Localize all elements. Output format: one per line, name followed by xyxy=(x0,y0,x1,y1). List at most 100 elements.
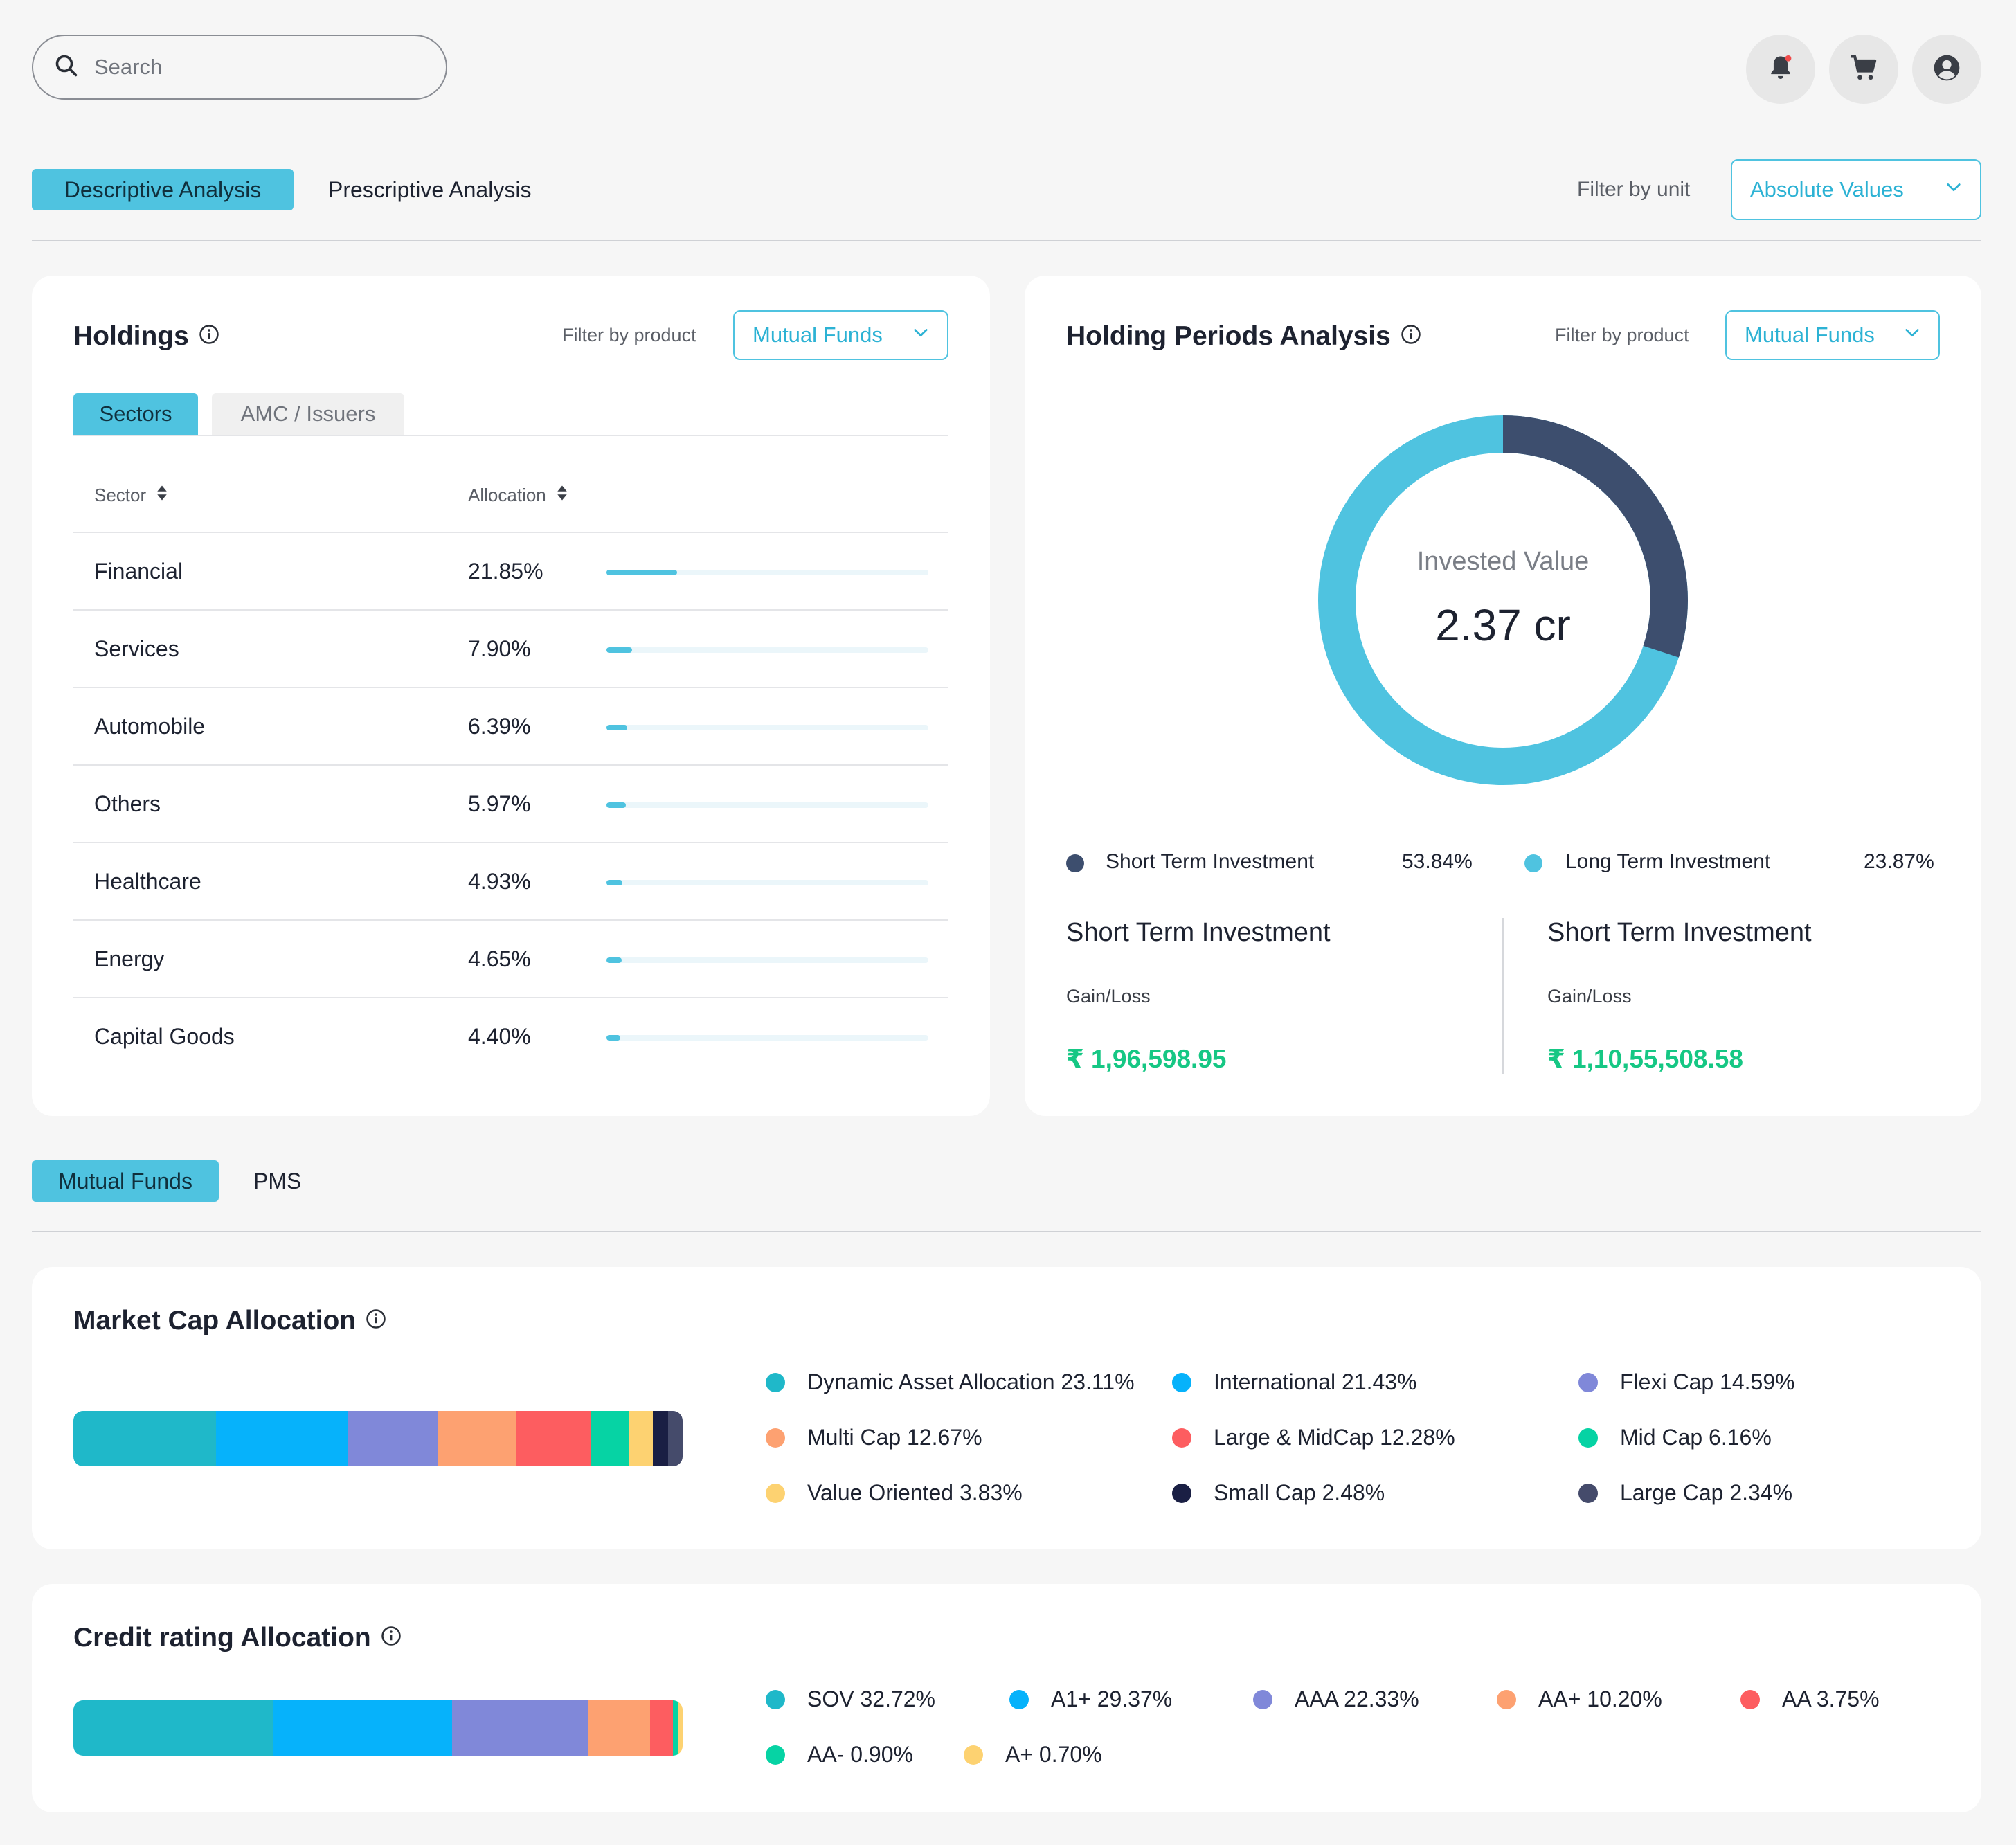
search-placeholder: Search xyxy=(94,55,163,79)
sector-column-header[interactable]: Sector xyxy=(94,478,168,512)
panel-right-gain-value: ₹ 1,10,55,508.58 xyxy=(1547,1045,1743,1073)
legend-dot xyxy=(964,1745,983,1765)
credit-rating-bar-segment xyxy=(273,1700,452,1756)
holding-periods-title-text: Holding Periods Analysis xyxy=(1066,321,1391,351)
allocation-bar-fill xyxy=(606,725,627,730)
tab-prescriptive-analysis[interactable]: Prescriptive Analysis xyxy=(328,177,532,202)
info-icon[interactable] xyxy=(189,321,219,352)
sector-name: Others xyxy=(94,791,161,816)
legend-label: A+ 0.70% xyxy=(1005,1742,1102,1767)
sort-icon xyxy=(546,485,568,506)
panel-left-title: Short Term Investment xyxy=(1066,918,1331,947)
holdings-tabs-divider xyxy=(73,435,948,436)
profile-button[interactable] xyxy=(1912,35,1981,104)
legend-label: Small Cap 2.48% xyxy=(1214,1480,1385,1505)
sector-allocation: 7.90% xyxy=(468,636,531,661)
user-account-icon xyxy=(1932,53,1962,87)
credit-rating-bar-segment xyxy=(672,1700,678,1756)
market-cap-legend-item: Mid Cap 6.16% xyxy=(1578,1425,1772,1450)
tab-descriptive-analysis[interactable]: Descriptive Analysis xyxy=(32,169,294,210)
holding-periods-product-select[interactable]: Mutual Funds xyxy=(1725,310,1940,360)
info-icon[interactable] xyxy=(1391,321,1421,352)
holdings-product-select[interactable]: Mutual Funds xyxy=(733,310,948,360)
sector-name: Automobile xyxy=(94,713,206,739)
holdings-title-text: Holdings xyxy=(73,321,189,351)
allocation-bar-track xyxy=(606,802,928,808)
sector-name: Services xyxy=(94,636,179,661)
legend-label: Large Cap 2.34% xyxy=(1620,1480,1793,1505)
allocation-bar-track xyxy=(606,647,928,653)
bell-icon xyxy=(1765,53,1796,87)
donut-center-label: Invested Value xyxy=(1416,547,1590,576)
holding-periods-title: Holding Periods Analysis xyxy=(1066,317,1421,356)
allocation-column-header[interactable]: Allocation xyxy=(468,478,568,512)
table-row[interactable]: Financial 21.85% xyxy=(73,532,948,609)
market-cap-legend-item: Multi Cap 12.67% xyxy=(766,1425,982,1450)
market-cap-card xyxy=(32,1267,1981,1549)
allocation-bar-fill xyxy=(606,570,677,575)
tab-sectors[interactable]: Sectors xyxy=(73,393,198,435)
legend-dot xyxy=(766,1745,785,1765)
sector-allocation: 4.65% xyxy=(468,946,531,971)
table-row[interactable]: Automobile 6.39% xyxy=(73,687,948,764)
table-row[interactable]: Healthcare 4.93% xyxy=(73,842,948,919)
credit-rating-legend-item: A+ 0.70% xyxy=(964,1742,1102,1767)
legend-label: Mid Cap 6.16% xyxy=(1620,1425,1772,1450)
tab-amc-issuers[interactable]: AMC / Issuers xyxy=(212,393,404,435)
legend-label: AA+ 10.20% xyxy=(1538,1686,1662,1711)
donut-segment-short-term xyxy=(1318,415,1688,785)
legend-dot xyxy=(766,1689,785,1709)
info-icon[interactable] xyxy=(356,1306,386,1336)
allocation-bar-track xyxy=(606,1035,928,1041)
sector-allocation: 21.85% xyxy=(468,558,543,584)
unit-filter-select[interactable]: Absolute Values xyxy=(1731,159,1981,220)
table-row[interactable]: Capital Goods 4.40% xyxy=(73,997,948,1074)
search-input[interactable]: Search xyxy=(32,35,447,100)
market-cap-bar-segment xyxy=(215,1411,348,1466)
unit-filter-value: Absolute Values xyxy=(1750,177,1904,201)
sector-allocation: 4.93% xyxy=(468,868,531,894)
credit-rating-title: Credit rating Allocation xyxy=(73,1619,402,1657)
table-row[interactable]: Energy 4.65% xyxy=(73,919,948,997)
legend-label: Dynamic Asset Allocation 23.11% xyxy=(807,1369,1135,1394)
sector-name: Financial xyxy=(94,558,183,584)
legend-label: AAA 22.33% xyxy=(1295,1686,1419,1711)
allocation-bar-fill xyxy=(606,802,626,808)
market-cap-bar-segment xyxy=(668,1411,683,1466)
legend-label: AA 3.75% xyxy=(1782,1686,1880,1711)
sector-allocation: 5.97% xyxy=(468,791,531,816)
market-cap-bar-segment xyxy=(629,1411,654,1466)
holdings-title: Holdings xyxy=(73,317,219,356)
legend-dot xyxy=(1740,1689,1760,1709)
panel-divider xyxy=(1502,918,1504,1074)
table-row[interactable]: Others 5.97% xyxy=(73,764,948,842)
notifications-button[interactable] xyxy=(1746,35,1815,104)
market-cap-legend-item: International 21.43% xyxy=(1172,1369,1417,1395)
sector-name: Healthcare xyxy=(94,868,201,894)
legend-dot xyxy=(1497,1689,1516,1709)
legend-value-short-term: 53.84% xyxy=(1402,850,1473,873)
cart-button[interactable] xyxy=(1829,35,1898,104)
panel-right-title: Short Term Investment xyxy=(1547,918,1812,947)
market-cap-legend-item: Large Cap 2.34% xyxy=(1578,1480,1792,1506)
sector-allocation: 4.40% xyxy=(468,1023,531,1049)
legend-dot xyxy=(1172,1372,1191,1392)
legend-dot xyxy=(1172,1428,1191,1448)
credit-rating-stacked-bar xyxy=(73,1700,683,1756)
allocation-bar-track xyxy=(606,880,928,885)
chevron-down-icon xyxy=(911,323,930,348)
sector-name: Energy xyxy=(94,946,165,971)
credit-rating-legend-item: AA 3.75% xyxy=(1740,1686,1880,1712)
info-icon[interactable] xyxy=(371,1623,402,1653)
holding-periods-filter-label: Filter by product xyxy=(1555,324,1689,345)
tab-pms[interactable]: PMS xyxy=(253,1168,302,1194)
legend-value-long-term: 23.87% xyxy=(1864,850,1934,873)
market-cap-bar-segment xyxy=(591,1411,629,1466)
panel-right-gain-label: Gain/Loss xyxy=(1547,986,1632,1007)
allocation-bar-track xyxy=(606,570,928,575)
tab-mutual-funds[interactable]: Mutual Funds xyxy=(32,1160,219,1202)
market-cap-legend-item: Large & MidCap 12.28% xyxy=(1172,1425,1455,1450)
legend-label: Value Oriented 3.83% xyxy=(807,1480,1023,1505)
table-row[interactable]: Services 7.90% xyxy=(73,609,948,687)
panel-left-gain-value: ₹ 1,96,598.95 xyxy=(1066,1045,1227,1073)
